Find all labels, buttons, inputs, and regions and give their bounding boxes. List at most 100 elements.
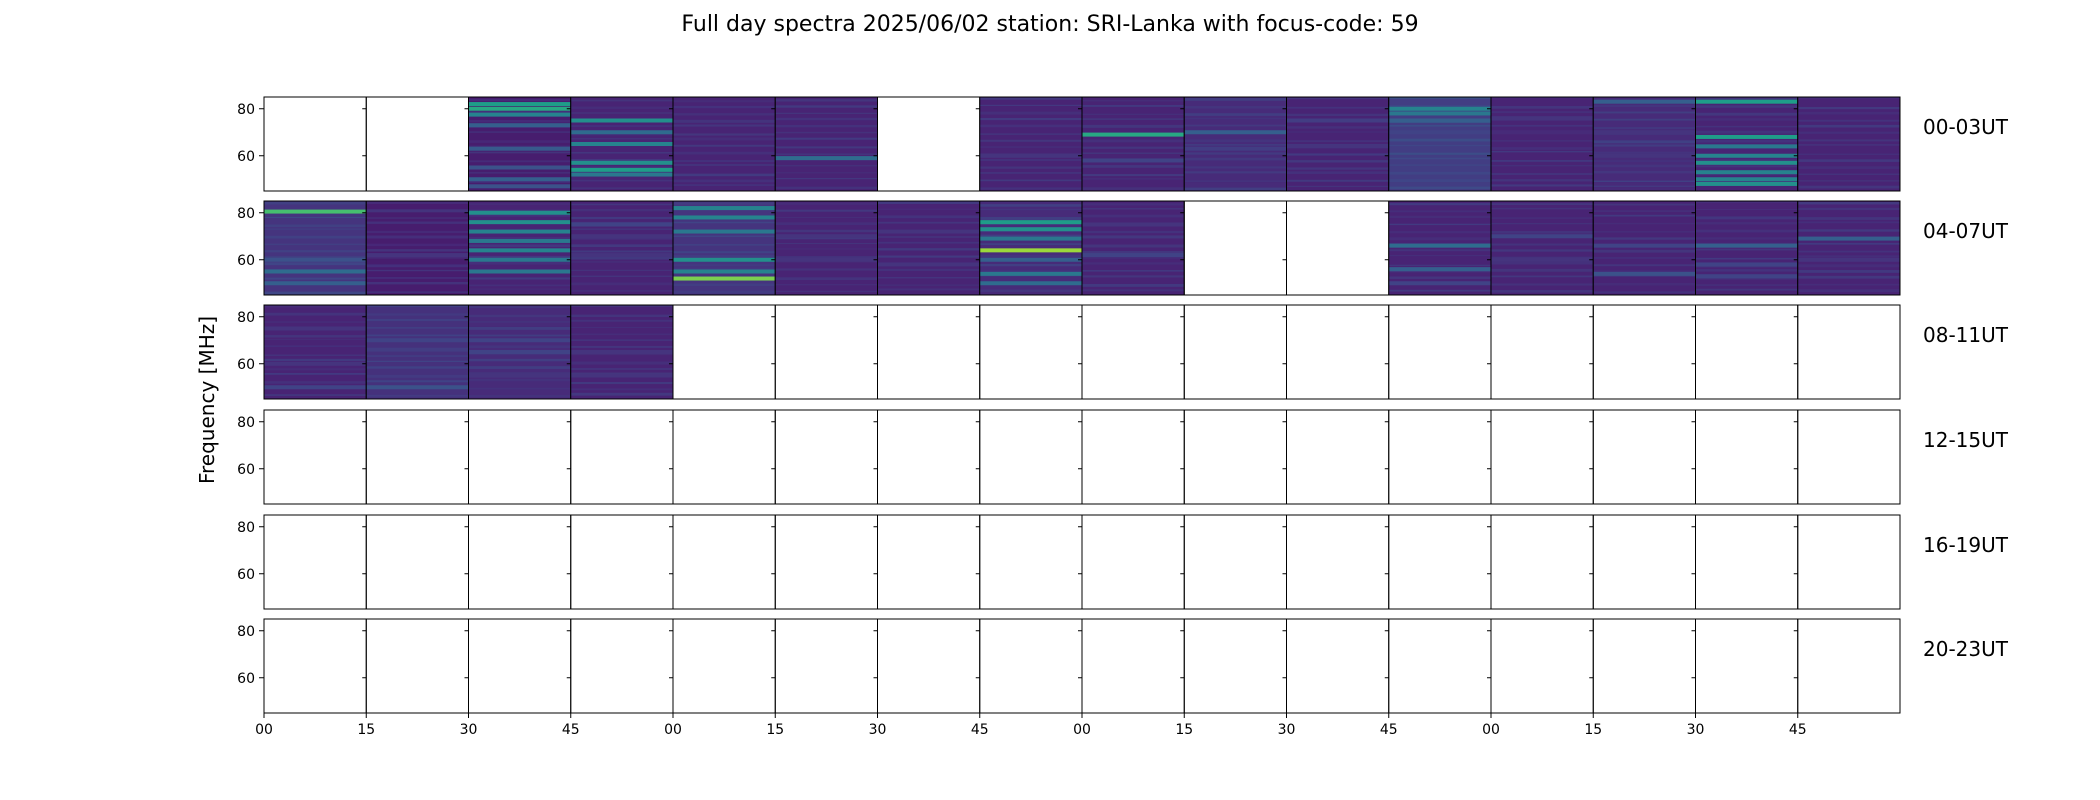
spectrum-noise-line [264, 291, 367, 295]
spectrum-noise-line [1593, 249, 1696, 253]
spectrum-noise-line [1491, 217, 1594, 220]
spectrum-noise-line [979, 172, 1082, 174]
spectrum-band [1695, 177, 1798, 182]
y-tick-label: 60 [237, 149, 255, 165]
spectrum-noise-line [264, 358, 367, 362]
spectrum-noise-line [570, 203, 673, 206]
spectrum-panel-frame [774, 304, 878, 400]
spectrum-band [1593, 153, 1696, 158]
spectrum-noise-line [468, 99, 571, 101]
spectrum-noise-line [1388, 203, 1491, 206]
spectrum-noise-line [1286, 167, 1389, 170]
spectrum-noise-line [1593, 210, 1696, 212]
spectrum-band [877, 229, 980, 234]
spectrum-noise-line [1184, 144, 1287, 146]
spectrum-noise-line [1388, 255, 1491, 257]
spectrum-panel-frame [672, 304, 776, 400]
spectrum-noise-line [366, 305, 469, 308]
spectrum-noise-line [1082, 214, 1185, 218]
spectrum-noise-line [673, 179, 776, 183]
spectrum-noise-line [979, 179, 1082, 182]
spectrum-band [1695, 160, 1798, 165]
spectrum-band [1695, 99, 1798, 104]
row-label: 08-11UT [1923, 323, 2009, 347]
spectrum-noise-line [1388, 144, 1491, 147]
spectrum-panel-frame [877, 514, 981, 610]
spectrum-noise-line [1184, 187, 1287, 191]
spectrum-noise-line [264, 372, 367, 375]
spectrum-band [264, 209, 367, 214]
spectrum-noise-line [979, 124, 1082, 128]
spectrum-noise-line [1286, 160, 1389, 163]
spectrum-panel-frame [1286, 514, 1390, 610]
spectrum-noise-line [264, 256, 367, 259]
spectrum-noise-line [1184, 113, 1287, 116]
spectrum-noise-line [570, 388, 673, 391]
spectrum-noise-line [570, 250, 673, 253]
spectrum-band [1695, 144, 1798, 149]
x-tick-label: 30 [1278, 722, 1296, 738]
spectrum-noise-line [570, 159, 673, 162]
spectrum-panel-background [1388, 97, 1491, 191]
spectrum-noise-line [1797, 119, 1900, 122]
spectrum-band [570, 167, 673, 172]
spectrum-noise-line [673, 221, 776, 224]
spectrum-band [468, 350, 571, 354]
spectrum-band [468, 123, 571, 128]
spectrum-panel-frame [774, 618, 878, 714]
spectrum-noise-line [1388, 186, 1491, 190]
spectrum-panel-frame [1490, 304, 1594, 400]
spectrum-band [1695, 181, 1798, 186]
spectrum-noise-line [264, 305, 367, 308]
y-axis-label: Frequency [MHz] [195, 316, 219, 484]
spectrum-noise-line [775, 146, 878, 149]
spectrum-band [1695, 170, 1798, 175]
spectrum-noise-line [366, 221, 469, 224]
spectrum-noise-line [1286, 171, 1389, 174]
spectrum-noise-line [1797, 111, 1900, 115]
spectrum-band [1797, 236, 1900, 241]
spectrum-noise-line [1797, 139, 1900, 142]
spectrum-noise-line [1491, 160, 1594, 162]
spectrum-panel-frame [1081, 618, 1185, 714]
spectrum-band [468, 106, 571, 111]
spectrum-noise-line [1491, 261, 1594, 265]
spectrum-noise-line [1797, 283, 1900, 286]
spectrum-noise-line [775, 99, 878, 102]
spectrum-noise-line [468, 306, 571, 308]
spectrum-panel-frame [365, 514, 469, 610]
spectrum-noise-line [775, 172, 878, 174]
spectrum-band [570, 160, 673, 165]
spectrum-noise-line [1286, 97, 1389, 100]
spectrum-noise-line [570, 290, 673, 292]
spectrum-noise-line [1082, 113, 1185, 115]
spectrum-noise-line [979, 217, 1082, 220]
spectrum-noise-line [1593, 282, 1696, 286]
x-tick-label: 00 [255, 722, 273, 738]
spectrum-noise-line [468, 284, 571, 287]
spectrum-noise-line [877, 268, 980, 272]
spectrum-noise-line [1797, 144, 1900, 146]
spectrum-band [1388, 281, 1491, 286]
spectrum-noise-line [1388, 125, 1491, 127]
spectrum-band [468, 220, 571, 225]
spectrum-panel-background [877, 201, 980, 295]
spectrum-noise-line [1695, 118, 1798, 121]
spectrum-noise-line [366, 355, 469, 357]
spectrum-noise-line [1797, 201, 1900, 205]
spectrum-band [1491, 130, 1594, 135]
spectrum-panel-frame [1183, 304, 1287, 400]
spectrum-panel-frame [1490, 514, 1594, 610]
spectrum-panel-background [570, 201, 673, 295]
y-tick-label: 60 [237, 357, 255, 373]
spectrum-noise-line [775, 177, 878, 180]
spectrum-noise-line [1184, 180, 1287, 183]
spectrum-noise-line [468, 171, 571, 174]
spectrum-band [1593, 271, 1696, 276]
spectrum-noise-line [570, 112, 673, 114]
spectrum-noise-line [775, 248, 878, 250]
spectrum-noise-line [1491, 230, 1594, 234]
spectrum-noise-line [1082, 152, 1185, 154]
spectrum-noise-line [1082, 118, 1185, 120]
spectrum-noise-line [570, 208, 673, 212]
